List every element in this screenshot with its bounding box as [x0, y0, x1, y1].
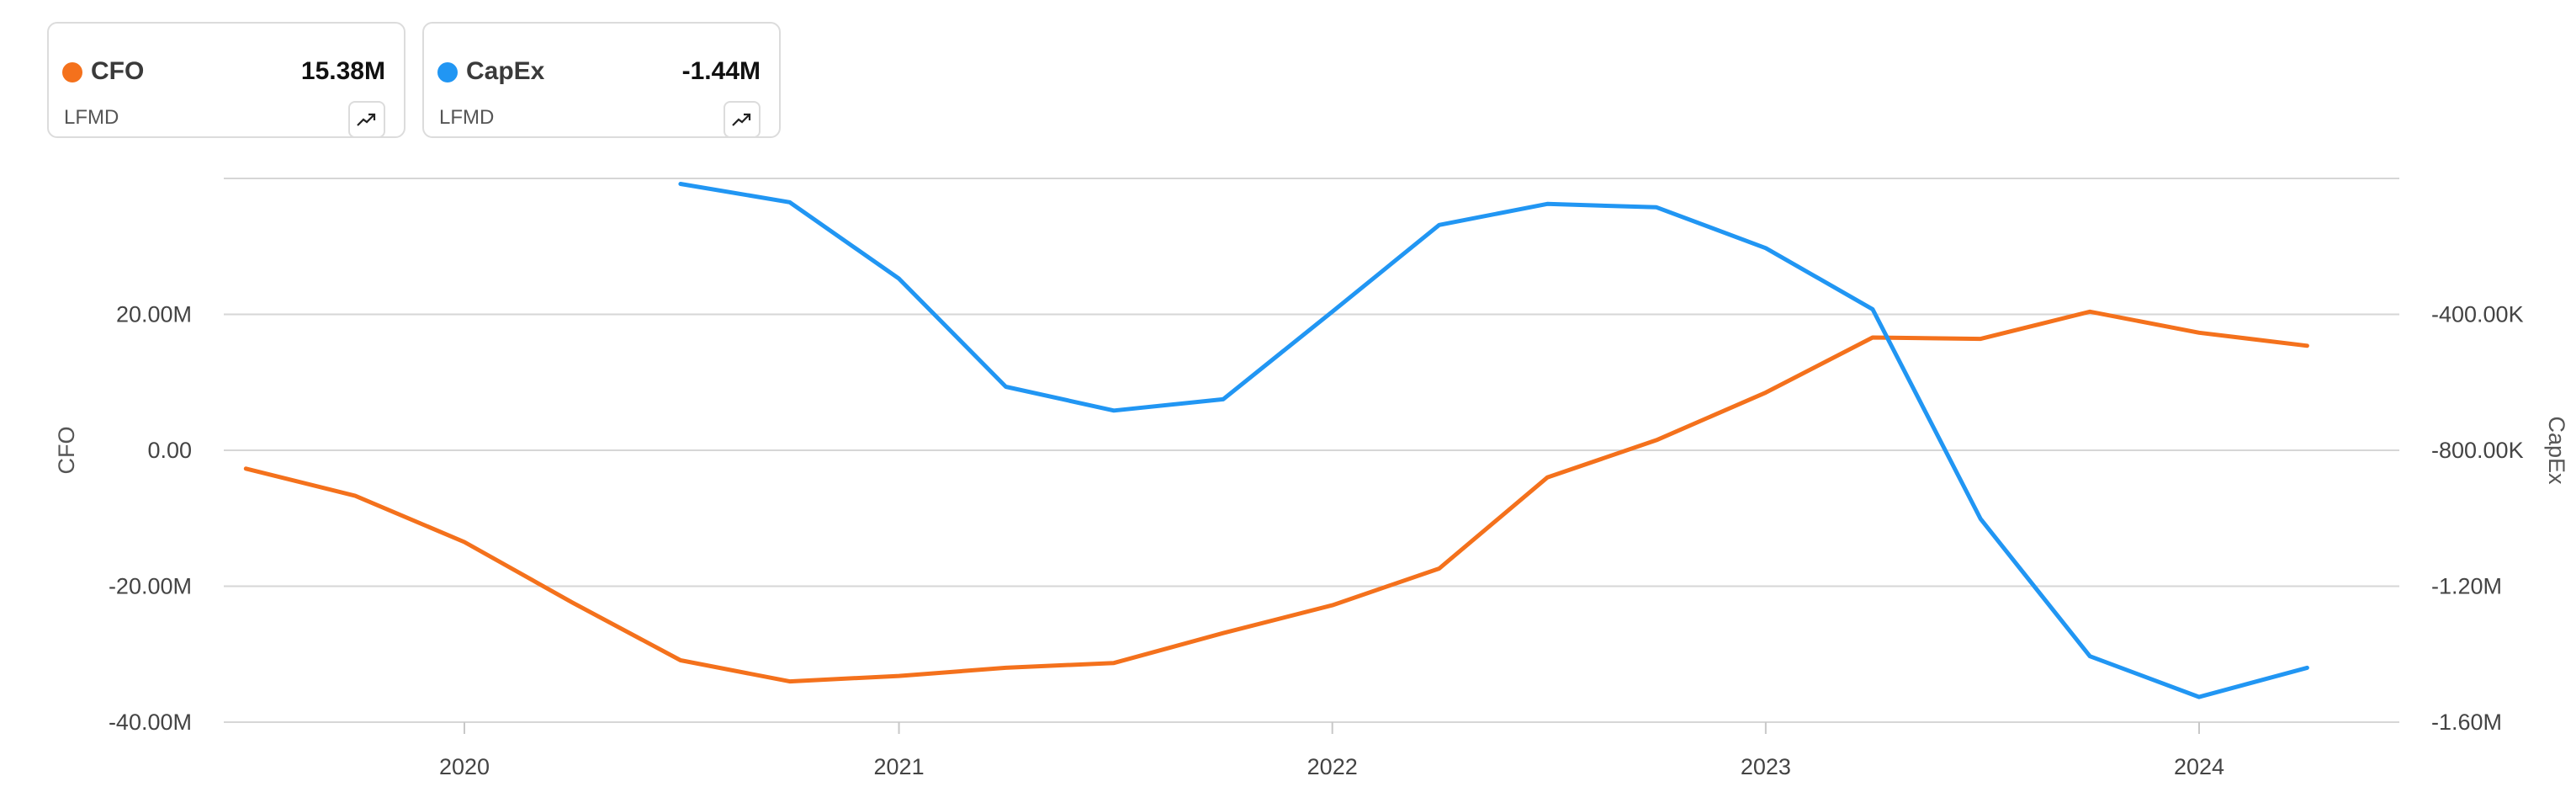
y-left-tick-label: 20.00M [116, 302, 192, 327]
y-left-tick-label: 0.00 [147, 438, 192, 463]
cfo-series-name: CFO [91, 57, 145, 85]
trend-up-icon[interactable] [724, 101, 761, 138]
y-right-axis-title: CapEx [2544, 416, 2569, 485]
x-tick-label: 2023 [1741, 754, 1791, 779]
capex-color-dot [437, 62, 458, 82]
y-right-tick-label: -1.60M [2431, 710, 2502, 735]
cfo-legend-card[interactable]: CFO 15.38M LFMD [47, 22, 405, 138]
capex-series-name: CapEx [466, 57, 545, 85]
capex-series-line [678, 182, 2309, 699]
y-right-tick-label: -400.00K [2431, 302, 2524, 327]
cfo-ticker: LFMD [64, 106, 119, 129]
y-right-tick-label: -1.20M [2431, 574, 2502, 599]
cfo-series-line [243, 309, 2309, 684]
capex-legend-card[interactable]: CapEx -1.44M LFMD [422, 22, 781, 138]
capex-latest-value: -1.44M [681, 57, 761, 85]
x-tick-label: 2022 [1307, 754, 1358, 779]
x-tick-label: 2021 [874, 754, 925, 779]
y-left-tick-label: -20.00M [109, 574, 192, 599]
cfo-latest-value: 15.38M [300, 57, 385, 85]
x-tick-label: 2024 [2174, 754, 2224, 779]
y-right-tick-label: -800.00K [2431, 438, 2524, 463]
x-tick-label: 2020 [439, 754, 490, 779]
y-left-axis-title: CFO [54, 427, 79, 475]
y-left-tick-label: -40.00M [109, 710, 192, 735]
capex-ticker: LFMD [439, 106, 495, 129]
trend-up-icon[interactable] [348, 101, 385, 138]
cfo-color-dot [62, 62, 82, 82]
